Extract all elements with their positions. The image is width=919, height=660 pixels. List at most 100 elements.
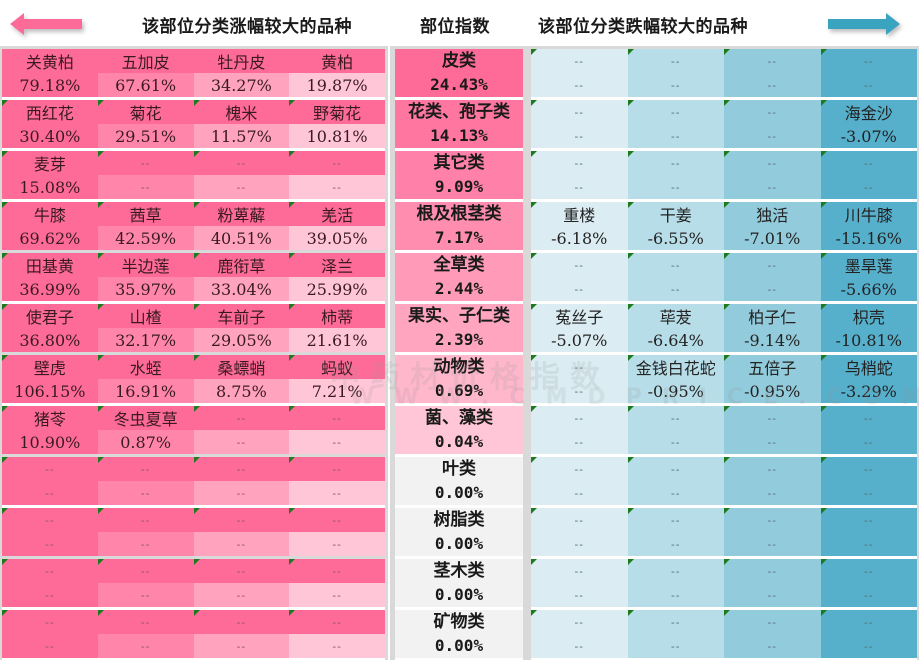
rising-cell[interactable]: 牡丹皮 34.27% bbox=[193, 49, 290, 97]
rising-cell[interactable]: -- -- bbox=[97, 559, 194, 607]
falling-cell[interactable]: 菟丝子 -5.07% bbox=[531, 304, 628, 352]
rising-cell[interactable]: 西红花 30.40% bbox=[2, 100, 98, 148]
falling-cell[interactable]: -- -- bbox=[724, 100, 821, 148]
falling-cell[interactable]: -- -- bbox=[627, 610, 724, 658]
rising-cell[interactable]: 半边莲 35.97% bbox=[97, 253, 194, 301]
rising-cell[interactable]: -- -- bbox=[193, 508, 290, 556]
category-cell[interactable]: 矿物类 0.00% bbox=[395, 610, 523, 658]
rising-cell[interactable]: 猪苓 10.90% bbox=[2, 406, 98, 454]
rising-cell[interactable]: 羌活 39.05% bbox=[289, 202, 385, 250]
category-cell[interactable]: 花类、孢子类 14.13% bbox=[395, 100, 523, 148]
falling-cell[interactable]: -- -- bbox=[627, 406, 724, 454]
rising-cell[interactable]: 桑螵蛸 8.75% bbox=[193, 355, 290, 403]
falling-cell[interactable]: -- -- bbox=[531, 406, 628, 454]
rising-cell[interactable]: 使君子 36.80% bbox=[2, 304, 98, 352]
rising-cell[interactable]: -- -- bbox=[193, 457, 290, 505]
category-cell[interactable]: 菌、藻类 0.04% bbox=[395, 406, 523, 454]
rising-cell[interactable]: -- -- bbox=[2, 610, 98, 658]
category-cell[interactable]: 茎木类 0.00% bbox=[395, 559, 523, 607]
rising-cell[interactable]: -- -- bbox=[289, 406, 385, 454]
rising-cell[interactable]: 粉萆薢 40.51% bbox=[193, 202, 290, 250]
falling-cell[interactable]: -- -- bbox=[627, 457, 724, 505]
rising-cell[interactable]: 牛膝 69.62% bbox=[2, 202, 98, 250]
category-cell[interactable]: 皮类 24.43% bbox=[395, 49, 523, 97]
falling-cell[interactable]: -- -- bbox=[531, 253, 628, 301]
category-cell[interactable]: 根及根茎类 7.17% bbox=[395, 202, 523, 250]
falling-cell[interactable]: -- -- bbox=[724, 151, 821, 199]
rising-cell[interactable]: 关黄柏 79.18% bbox=[2, 49, 98, 97]
falling-cell[interactable]: -- -- bbox=[627, 559, 724, 607]
category-cell[interactable]: 树脂类 0.00% bbox=[395, 508, 523, 556]
rising-cell[interactable]: 黄柏 19.87% bbox=[289, 49, 385, 97]
falling-cell[interactable]: -- -- bbox=[627, 100, 724, 148]
rising-cell[interactable]: -- -- bbox=[193, 610, 290, 658]
rising-cell[interactable]: 泽兰 25.99% bbox=[289, 253, 385, 301]
falling-cell[interactable]: 柏子仁 -9.14% bbox=[724, 304, 821, 352]
falling-cell[interactable]: -- -- bbox=[724, 457, 821, 505]
falling-cell[interactable]: 枳壳 -10.81% bbox=[820, 304, 917, 352]
falling-cell[interactable]: -- -- bbox=[724, 253, 821, 301]
falling-cell[interactable]: -- -- bbox=[531, 508, 628, 556]
rising-cell[interactable]: -- -- bbox=[97, 508, 194, 556]
falling-cell[interactable]: 干姜 -6.55% bbox=[627, 202, 724, 250]
falling-cell[interactable]: -- -- bbox=[531, 559, 628, 607]
falling-cell[interactable]: -- -- bbox=[820, 406, 917, 454]
rising-cell[interactable]: 车前子 29.05% bbox=[193, 304, 290, 352]
falling-cell[interactable]: 乌梢蛇 -3.29% bbox=[820, 355, 917, 403]
falling-cell[interactable]: -- -- bbox=[531, 610, 628, 658]
falling-cell[interactable]: -- -- bbox=[531, 100, 628, 148]
falling-cell[interactable]: 海金沙 -3.07% bbox=[820, 100, 917, 148]
falling-cell[interactable]: -- -- bbox=[724, 610, 821, 658]
rising-cell[interactable]: 壁虎 106.15% bbox=[2, 355, 98, 403]
falling-cell[interactable]: -- -- bbox=[724, 406, 821, 454]
category-cell[interactable]: 果实、子仁类 2.39% bbox=[395, 304, 523, 352]
rising-cell[interactable]: 田基黄 36.99% bbox=[2, 253, 98, 301]
falling-cell[interactable]: -- -- bbox=[627, 253, 724, 301]
rising-cell[interactable]: 柿蒂 21.61% bbox=[289, 304, 385, 352]
rising-cell[interactable]: 野菊花 10.81% bbox=[289, 100, 385, 148]
falling-cell[interactable]: -- -- bbox=[531, 457, 628, 505]
category-cell[interactable]: 叶类 0.00% bbox=[395, 457, 523, 505]
falling-cell[interactable]: -- -- bbox=[820, 610, 917, 658]
falling-cell[interactable]: -- -- bbox=[820, 49, 917, 97]
rising-cell[interactable]: -- -- bbox=[289, 610, 385, 658]
rising-cell[interactable]: -- -- bbox=[193, 406, 290, 454]
falling-cell[interactable]: 金钱白花蛇 -0.95% bbox=[627, 355, 724, 403]
rising-cell[interactable]: -- -- bbox=[97, 610, 194, 658]
rising-cell[interactable]: 五加皮 67.61% bbox=[97, 49, 194, 97]
rising-cell[interactable]: -- -- bbox=[97, 151, 194, 199]
falling-cell[interactable]: 重楼 -6.18% bbox=[531, 202, 628, 250]
rising-cell[interactable]: -- -- bbox=[289, 559, 385, 607]
rising-cell[interactable]: -- -- bbox=[2, 559, 98, 607]
rising-cell[interactable]: -- -- bbox=[289, 457, 385, 505]
rising-cell[interactable]: 槐米 11.57% bbox=[193, 100, 290, 148]
falling-cell[interactable]: 川牛膝 -15.16% bbox=[820, 202, 917, 250]
rising-cell[interactable]: 蚂蚁 7.21% bbox=[289, 355, 385, 403]
rising-cell[interactable]: 冬虫夏草 0.87% bbox=[97, 406, 194, 454]
category-cell[interactable]: 其它类 9.09% bbox=[395, 151, 523, 199]
falling-cell[interactable]: -- -- bbox=[531, 151, 628, 199]
rising-cell[interactable]: 山楂 32.17% bbox=[97, 304, 194, 352]
category-cell[interactable]: 动物类 0.69% bbox=[395, 355, 523, 403]
falling-cell[interactable]: -- -- bbox=[820, 559, 917, 607]
falling-cell[interactable]: 荜茇 -6.64% bbox=[627, 304, 724, 352]
falling-cell[interactable]: -- -- bbox=[724, 508, 821, 556]
rising-cell[interactable]: -- -- bbox=[289, 151, 385, 199]
rising-cell[interactable]: -- -- bbox=[193, 559, 290, 607]
category-cell[interactable]: 全草类 2.44% bbox=[395, 253, 523, 301]
rising-cell[interactable]: 菊花 29.51% bbox=[97, 100, 194, 148]
rising-cell[interactable]: 麦芽 15.08% bbox=[2, 151, 98, 199]
falling-cell[interactable]: -- -- bbox=[627, 508, 724, 556]
rising-cell[interactable]: -- -- bbox=[2, 457, 98, 505]
falling-cell[interactable]: -- -- bbox=[724, 49, 821, 97]
falling-cell[interactable]: -- -- bbox=[820, 508, 917, 556]
rising-cell[interactable]: -- -- bbox=[97, 457, 194, 505]
falling-cell[interactable]: -- -- bbox=[820, 457, 917, 505]
falling-cell[interactable]: -- -- bbox=[627, 49, 724, 97]
falling-cell[interactable]: -- -- bbox=[820, 151, 917, 199]
rising-cell[interactable]: 鹿衔草 33.04% bbox=[193, 253, 290, 301]
falling-cell[interactable]: 独活 -7.01% bbox=[724, 202, 821, 250]
rising-cell[interactable]: -- -- bbox=[289, 508, 385, 556]
rising-cell[interactable]: -- -- bbox=[2, 508, 98, 556]
falling-cell[interactable]: -- -- bbox=[531, 49, 628, 97]
